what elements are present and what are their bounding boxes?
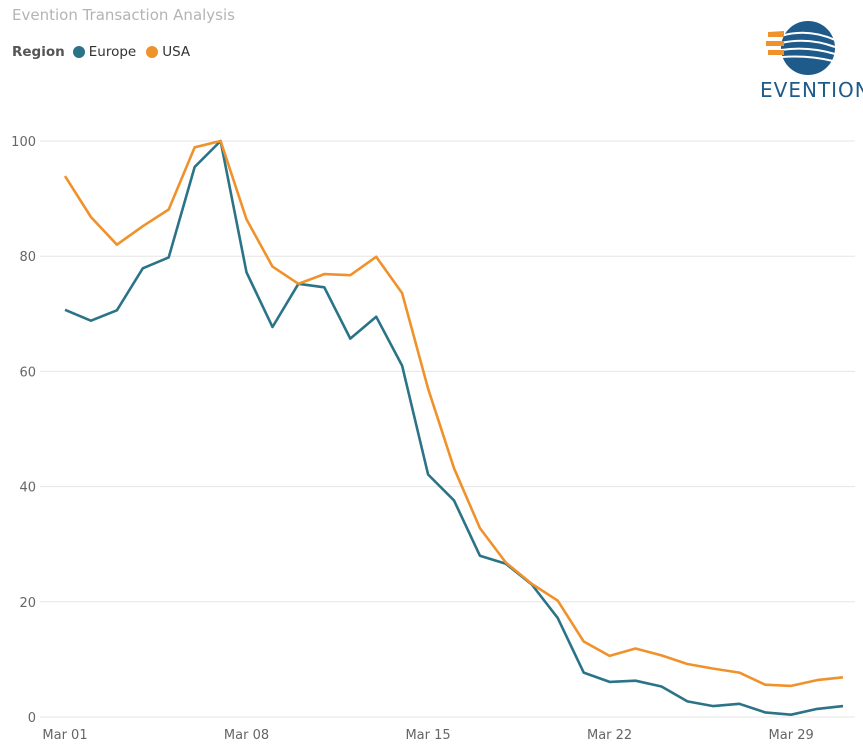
legend-title: Region (12, 44, 65, 60)
y-tick-label: 100 (11, 135, 36, 150)
gridlines (40, 140, 855, 718)
legend-dot-europe (72, 46, 85, 58)
legend-label-usa: USA (162, 44, 191, 60)
x-tick-label: Mar 08 (224, 728, 269, 743)
series-lines (63, 139, 844, 717)
legend-item-usa[interactable]: USA (146, 44, 190, 60)
x-tick-label: Mar 29 (769, 728, 814, 743)
y-tick-label: 80 (19, 250, 36, 265)
evention-logo-icon (766, 21, 836, 75)
series-line-europe[interactable] (64, 139, 844, 717)
y-tick-label: 60 (19, 365, 36, 380)
x-tick-label: Mar 01 (42, 728, 87, 743)
y-axis: 0 20 40 60 80 100 (11, 135, 36, 726)
chart-title: Evention Transaction Analysis (12, 6, 235, 24)
x-tick-label: Mar 22 (587, 728, 632, 743)
logo-text: EVENTION (760, 78, 863, 102)
y-tick-label: 20 (19, 596, 36, 611)
y-tick-label: 0 (28, 711, 36, 726)
legend-label-europe: Europe (88, 44, 137, 60)
x-tick-label: Mar 15 (405, 728, 450, 743)
y-tick-label: 40 (19, 481, 36, 496)
legend-item-europe[interactable]: Europe (72, 44, 137, 60)
x-axis: Mar 01 Mar 08 Mar 15 Mar 22 Mar 29 (42, 728, 813, 743)
legend-dot-usa (146, 46, 159, 58)
series-line-usa[interactable] (63, 139, 844, 688)
legend: Region Europe USA (12, 44, 200, 60)
